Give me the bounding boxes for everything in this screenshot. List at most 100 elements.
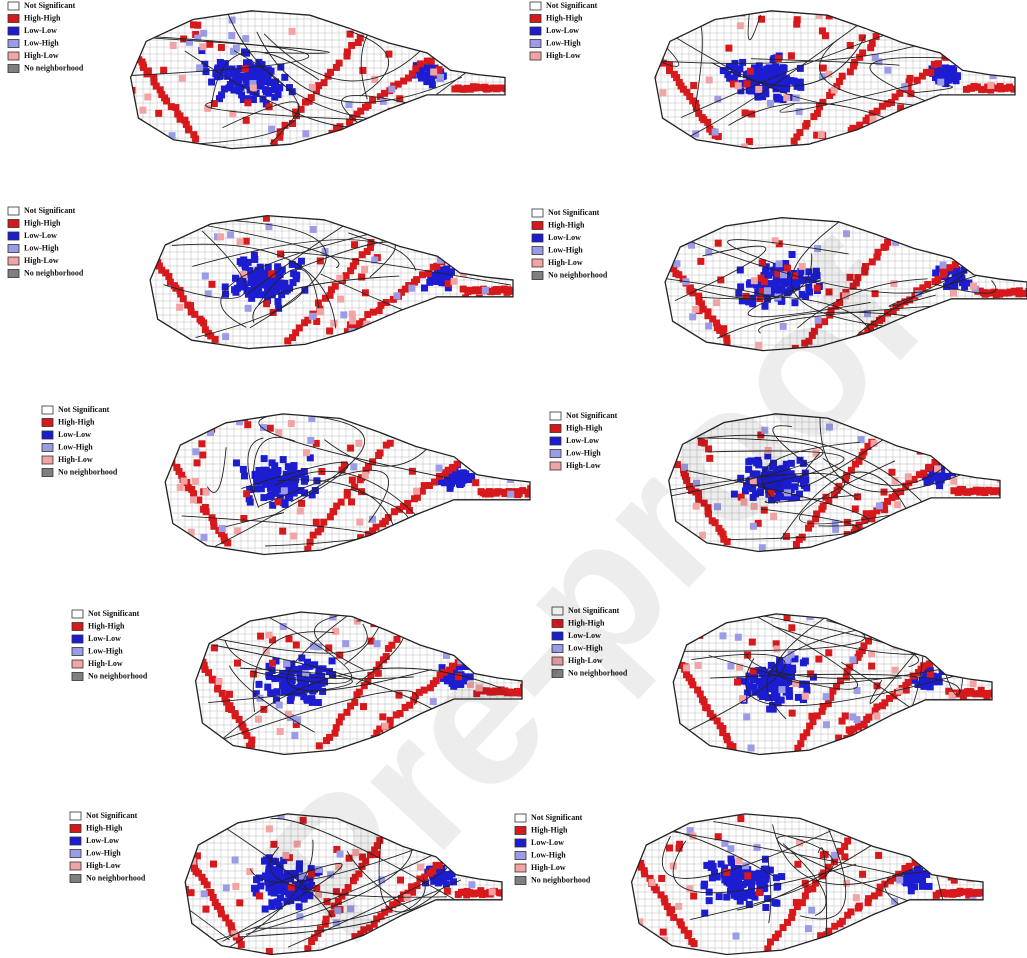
cluster-cell (649, 879, 656, 886)
cluster-cell (906, 863, 913, 870)
cluster-cell (313, 347, 320, 354)
cluster-cell (669, 30, 676, 37)
cluster-cell (290, 465, 297, 472)
cluster-cell (349, 216, 356, 223)
cluster-cell (894, 501, 901, 508)
cluster-cell (218, 91, 225, 98)
legend-swatch (550, 462, 561, 470)
cluster-cell (903, 879, 910, 886)
cluster-cell (349, 311, 356, 318)
cluster-cell (640, 828, 647, 835)
cluster-cell (251, 252, 258, 259)
road (419, 408, 480, 448)
cluster-cell (977, 727, 984, 734)
legend-label: High-Low (58, 455, 93, 464)
cluster-cell (905, 473, 912, 480)
cluster-cell (670, 914, 677, 921)
cluster-cell (271, 462, 278, 469)
cluster-cell (695, 662, 702, 669)
legend-label: Low-High (58, 442, 93, 451)
cluster-cell (775, 94, 782, 101)
cluster-cell (254, 278, 261, 285)
legend-label: Not Significant (24, 206, 76, 215)
legend-swatch (8, 245, 19, 253)
cluster-cell (773, 900, 780, 907)
cluster-cell (174, 932, 181, 939)
cluster-cell (963, 234, 970, 241)
cluster-cell (456, 913, 463, 920)
legend-label: High-High (88, 621, 125, 630)
cluster-cell (511, 287, 518, 294)
cluster-cell (327, 69, 334, 76)
cluster-cell (659, 89, 666, 96)
cluster-cell (998, 489, 1005, 496)
cluster-cell (972, 920, 979, 927)
cluster-cell (984, 890, 991, 897)
cluster-cell (939, 71, 946, 78)
cluster-cell (208, 281, 215, 288)
cluster-cell (770, 809, 777, 816)
cluster-cell (263, 78, 270, 85)
legend-swatch (8, 40, 19, 48)
cluster-cell (684, 932, 691, 939)
cluster-cell (291, 483, 298, 490)
cluster-cell (712, 129, 719, 136)
cluster-cell (788, 52, 795, 59)
cluster-cell (844, 837, 851, 844)
cluster-cell (938, 949, 945, 956)
cluster-cell (234, 660, 241, 667)
cluster-cell (265, 632, 272, 639)
cluster-cell (935, 60, 942, 67)
cluster-cell (261, 455, 268, 462)
cluster-cell (739, 59, 746, 66)
legend-label: Not Significant (88, 609, 140, 618)
cluster-cell (420, 305, 427, 312)
cluster-cell (716, 893, 723, 900)
cluster-cell (309, 313, 316, 320)
cluster-cell (825, 649, 832, 656)
cluster-cell (188, 633, 195, 640)
cluster-cell (252, 472, 259, 479)
legend-label: Low-High (86, 848, 121, 857)
cluster-cell (217, 233, 224, 240)
cluster-cell (279, 528, 286, 535)
cluster-cell (927, 683, 934, 690)
cluster-cell (877, 823, 884, 830)
cluster-cell (275, 91, 282, 98)
cluster-cell (882, 243, 889, 250)
cluster-cell (981, 518, 988, 525)
cluster-cell (955, 307, 962, 314)
cluster-cell (833, 933, 840, 940)
legend-label: Low-Low (24, 231, 57, 240)
cluster-cell (943, 225, 950, 232)
legend-swatch (515, 852, 526, 860)
cluster-cell (507, 491, 514, 498)
cluster-cell (244, 421, 251, 428)
cluster-cell (940, 920, 947, 927)
cluster-cell (851, 830, 858, 837)
cluster-cell (490, 460, 497, 467)
cluster-cell (498, 54, 505, 61)
legend-label: No neighborhood (24, 63, 84, 72)
cluster-cell (151, 22, 158, 29)
cluster-cell (920, 26, 927, 33)
cluster-cell (359, 67, 366, 74)
cluster-cell (645, 87, 652, 94)
cluster-cell (199, 451, 206, 458)
legend-swatch (532, 222, 543, 230)
cluster-cell (992, 689, 999, 696)
cluster-cell (499, 259, 506, 266)
cluster-cell (532, 488, 539, 495)
cluster-cell (949, 427, 956, 434)
cluster-cell (307, 437, 314, 444)
cluster-cell (1016, 254, 1023, 261)
cluster-cell (247, 499, 254, 506)
cluster-cell (665, 218, 672, 225)
cluster-cell (320, 519, 327, 526)
cluster-cell (942, 905, 949, 912)
cluster-cell (868, 663, 875, 670)
cluster-cell (846, 726, 853, 733)
cluster-cell (374, 640, 381, 647)
cluster-cell (660, 929, 667, 936)
cluster-cell (856, 903, 863, 910)
